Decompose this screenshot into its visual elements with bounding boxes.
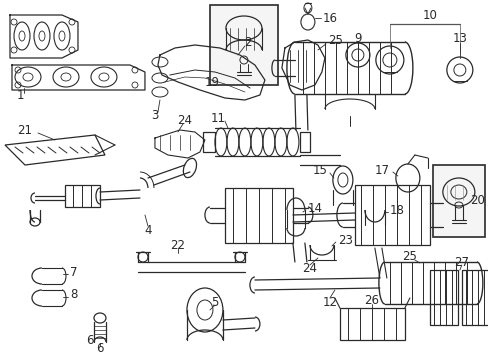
Text: 13: 13 — [451, 32, 467, 45]
Bar — [299, 132, 309, 152]
Text: 4: 4 — [144, 224, 151, 237]
Bar — [209, 5, 277, 85]
Bar — [429, 270, 457, 325]
Text: 27: 27 — [453, 256, 468, 269]
Bar — [354, 185, 429, 245]
Text: 24: 24 — [177, 113, 192, 126]
Bar — [461, 270, 488, 325]
Text: 2: 2 — [244, 36, 251, 49]
Text: 9: 9 — [353, 32, 361, 45]
Text: 8: 8 — [70, 288, 77, 302]
Text: 25: 25 — [402, 251, 416, 264]
Text: 25: 25 — [327, 33, 342, 46]
Text: 1: 1 — [16, 89, 24, 102]
Text: 16: 16 — [322, 12, 337, 24]
Text: 7: 7 — [70, 266, 77, 279]
Bar — [224, 188, 292, 243]
Text: 22: 22 — [170, 239, 185, 252]
Bar — [432, 165, 484, 237]
Text: 3: 3 — [151, 108, 158, 122]
Text: 26: 26 — [364, 293, 379, 306]
Text: 6: 6 — [96, 342, 103, 355]
Text: 15: 15 — [312, 163, 327, 176]
Text: 11: 11 — [210, 112, 225, 125]
Text: 19: 19 — [204, 76, 220, 89]
Text: 6: 6 — [86, 333, 94, 346]
Bar — [339, 308, 404, 340]
Bar — [203, 132, 215, 152]
Text: 14: 14 — [307, 202, 322, 215]
Text: 12: 12 — [322, 296, 337, 309]
Text: 18: 18 — [389, 203, 404, 216]
Text: 24: 24 — [302, 261, 317, 274]
Text: 17: 17 — [374, 163, 389, 176]
Text: 21: 21 — [18, 123, 32, 136]
Text: 5: 5 — [211, 296, 218, 309]
Bar — [65, 185, 100, 207]
Text: 23: 23 — [337, 234, 352, 247]
Text: 20: 20 — [469, 194, 484, 207]
Text: 10: 10 — [422, 9, 436, 22]
